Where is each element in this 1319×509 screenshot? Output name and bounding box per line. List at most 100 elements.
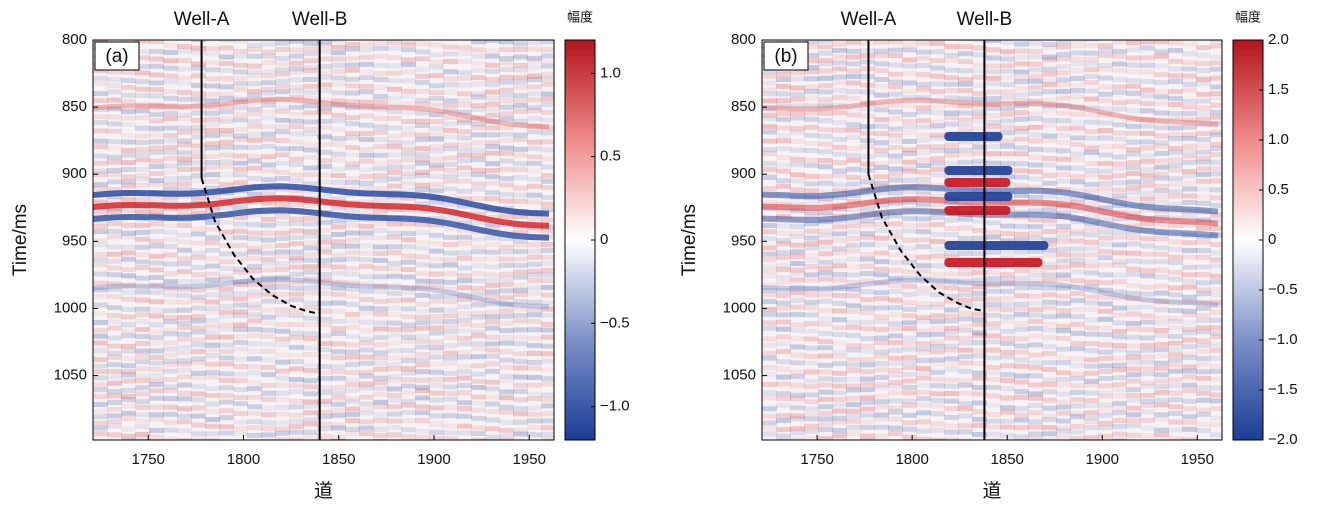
texture <box>1042 397 1057 403</box>
texture <box>429 59 444 65</box>
texture <box>471 147 486 153</box>
texture <box>149 307 164 313</box>
texture <box>93 363 108 369</box>
texture <box>902 88 917 94</box>
texture <box>1056 156 1071 162</box>
texture <box>275 169 290 175</box>
texture <box>846 236 861 242</box>
texture <box>902 165 917 171</box>
texture <box>1070 219 1085 225</box>
texture <box>846 175 861 181</box>
texture <box>233 160 248 166</box>
texture <box>762 116 777 122</box>
texture <box>527 108 542 114</box>
texture <box>832 172 847 178</box>
texture <box>832 74 847 80</box>
texture <box>499 271 514 277</box>
texture <box>818 110 833 116</box>
texture <box>191 134 206 140</box>
texture <box>107 206 122 212</box>
texture <box>373 244 388 250</box>
texture <box>541 59 554 65</box>
texture <box>958 103 973 109</box>
texture <box>513 98 528 104</box>
texture <box>1084 300 1099 306</box>
texture <box>93 425 108 431</box>
texture <box>275 71 290 77</box>
texture <box>1182 26 1197 31</box>
texture <box>177 307 192 313</box>
texture <box>303 403 318 409</box>
texture <box>429 215 444 221</box>
texture <box>1070 42 1085 48</box>
texture <box>443 178 458 184</box>
texture <box>359 47 374 53</box>
texture <box>303 51 318 57</box>
texture <box>107 325 122 331</box>
texture <box>93 251 108 257</box>
texture <box>499 79 514 85</box>
texture <box>790 416 805 422</box>
texture <box>233 235 248 241</box>
texture <box>457 152 472 158</box>
texture <box>219 440 234 445</box>
texture <box>541 109 554 115</box>
texture <box>289 255 304 261</box>
texture <box>401 314 416 320</box>
texture <box>429 271 444 277</box>
texture <box>93 387 108 393</box>
texture <box>874 335 889 341</box>
texture <box>275 292 290 298</box>
texture <box>415 41 430 47</box>
texture <box>443 350 458 356</box>
texture <box>247 249 262 255</box>
texture <box>387 133 402 139</box>
texture <box>804 241 819 247</box>
texture <box>163 404 178 410</box>
texture <box>1140 398 1155 404</box>
texture <box>832 35 847 40</box>
texture <box>1042 431 1057 437</box>
texture <box>541 164 554 170</box>
texture <box>1014 92 1029 98</box>
texture <box>275 35 290 40</box>
texture <box>471 447 486 452</box>
texture <box>1126 165 1141 171</box>
texture <box>191 65 206 71</box>
texture <box>846 383 861 389</box>
texture <box>902 440 917 445</box>
texture <box>1140 117 1155 123</box>
texture <box>149 178 164 184</box>
texture <box>986 431 1001 437</box>
texture <box>275 160 290 166</box>
texture <box>191 231 206 237</box>
texture <box>1084 42 1099 48</box>
texture <box>888 372 903 378</box>
texture <box>541 194 554 200</box>
texture <box>93 333 108 339</box>
texture <box>958 413 973 419</box>
texture <box>345 301 360 307</box>
texture <box>233 99 248 105</box>
texture <box>499 74 514 80</box>
texture <box>1210 415 1222 421</box>
texture <box>359 180 374 186</box>
texture <box>247 364 262 370</box>
texture <box>541 53 554 59</box>
texture <box>972 159 987 165</box>
texture <box>387 55 402 61</box>
texture <box>1210 385 1222 391</box>
texture <box>485 241 500 247</box>
texture <box>1210 263 1222 269</box>
texture <box>485 409 500 415</box>
texture <box>373 311 388 317</box>
texture <box>471 236 486 242</box>
texture <box>331 395 346 401</box>
texture <box>1196 445 1211 450</box>
texture <box>429 102 444 108</box>
texture <box>527 396 542 402</box>
texture <box>527 440 542 445</box>
texture <box>177 187 192 193</box>
texture <box>776 223 791 229</box>
texture <box>499 262 514 268</box>
